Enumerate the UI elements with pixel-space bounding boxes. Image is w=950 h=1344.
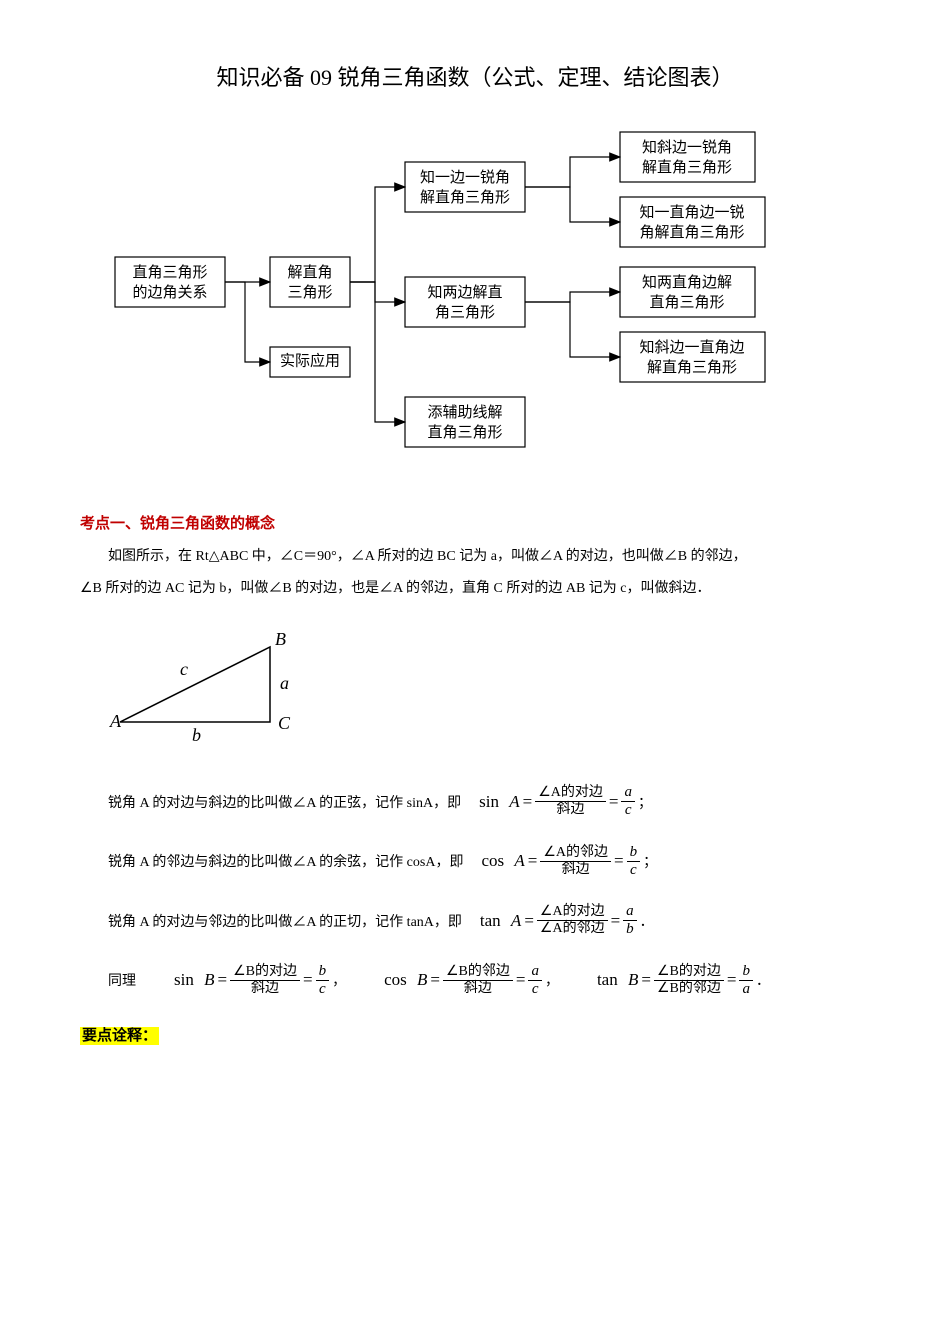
svg-text:C: C <box>278 713 291 733</box>
highlight-label: 要点诠释： <box>80 1024 870 1045</box>
svg-text:b: b <box>192 725 201 745</box>
def-sin-row: 锐角 A 的对边与斜边的比叫做∠A 的正弦，记作 sinA，即 sin A = … <box>80 784 870 820</box>
section-1-title: 考点一、锐角三角函数的概念 <box>80 512 870 533</box>
svg-text:A: A <box>109 711 122 731</box>
formula-tanA: tan A = ∠A的对边∠A的邻边 = ab ． <box>480 903 654 939</box>
def-cos-row: 锐角 A 的邻边与斜边的比叫做∠A 的余弦，记作 cosA，即 cos A = … <box>80 844 870 880</box>
svg-text:a: a <box>280 673 289 693</box>
same-label: 同理 <box>80 970 136 990</box>
para-2: ∠B 所对的边 AC 记为 b，叫做∠B 的对边，也是∠A 的邻边，直角 C 所… <box>80 575 870 603</box>
para-1: 如图所示，在 Rt△ABC 中，∠C＝90°，∠A 所对的边 BC 记为 a，叫… <box>80 543 870 571</box>
formula-sinB: sin B = ∠B的对边斜边 = bc ， <box>174 963 346 999</box>
right-triangle-diagram: A B C a b c <box>100 627 320 747</box>
page-title: 知识必备 09 锐角三角函数（公式、定理、结论图表） <box>80 60 870 92</box>
def-tan-text: 锐角 A 的对边与邻边的比叫做∠A 的正切，记作 tanA，即 <box>80 911 462 931</box>
formula-cosA: cos A = ∠A的邻边斜边 = bc ； <box>481 844 657 880</box>
formula-sinA: sin A = ∠A的对边斜边 = ac ； <box>479 784 652 820</box>
formula-tanB: tan B = ∠B的对边∠B的邻边 = ba ． <box>597 963 770 999</box>
def-sin-text: 锐角 A 的对边与斜边的比叫做∠A 的正弦，记作 sinA，即 <box>80 792 461 812</box>
formula-row-B: 同理 sin B = ∠B的对边斜边 = bc ， cos B = ∠B的邻边斜… <box>80 963 870 999</box>
svg-text:B: B <box>275 629 286 649</box>
def-cos-text: 锐角 A 的邻边与斜边的比叫做∠A 的余弦，记作 cosA，即 <box>80 851 463 871</box>
def-tan-row: 锐角 A 的对边与邻边的比叫做∠A 的正切，记作 tanA，即 tan A = … <box>80 903 870 939</box>
svg-text:实际应用: 实际应用 <box>280 351 340 369</box>
concept-flowchart: 直角三角形的边角关系 解直角三角形 实际应用 知一边一锐角解直角三角形 知两边解… <box>95 122 855 482</box>
svg-text:c: c <box>180 659 188 679</box>
formula-cosB: cos B = ∠B的邻边斜边 = ac ， <box>384 963 559 999</box>
